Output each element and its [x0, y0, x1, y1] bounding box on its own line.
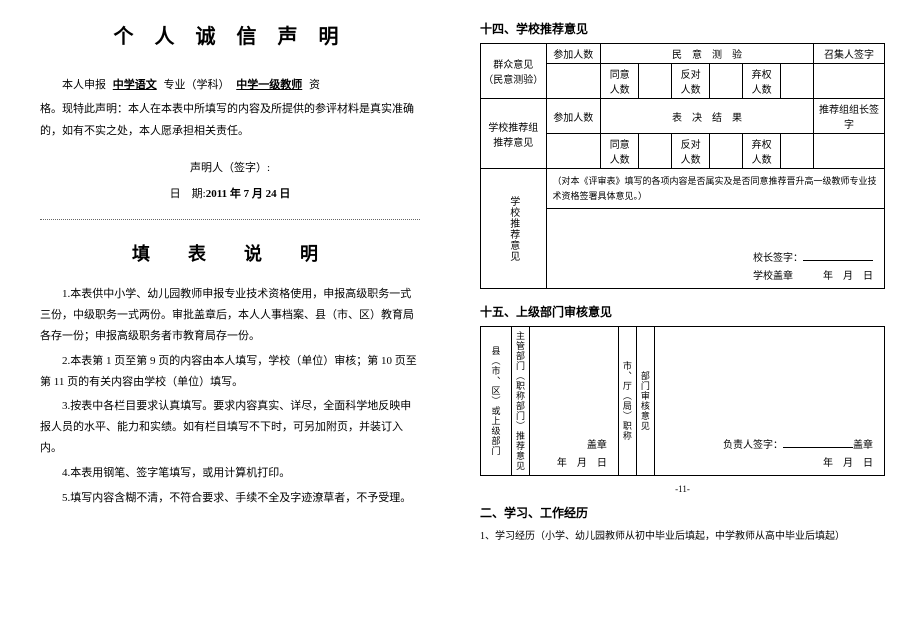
subject-field: 中学语文 — [109, 79, 161, 91]
agree-label-2: 同意 人数 — [601, 134, 639, 169]
page-number: -11- — [480, 484, 885, 494]
attend-value — [546, 64, 601, 99]
abstain-label-2: 弃权 人数 — [743, 134, 781, 169]
abstain-value-2 — [781, 134, 814, 169]
oppose-value — [710, 64, 743, 99]
section-2-note: 1、学习经历（小学、幼儿园教师从初中毕业后填起，中学教师从高中毕业后填起） — [480, 527, 885, 542]
left-sig-area: 盖章 年 月 日 — [530, 327, 619, 476]
table-15: 县︵市、区︶或上级部门 主管部门︵职称部门︶推荐意见 盖章 年 月 日 市、厅︵… — [480, 326, 885, 476]
poll-label: 民 意 测 验 — [601, 44, 814, 64]
table-14: 群众意见 （民意测验） 参加人数 民 意 测 验 召集人签字 同意 人数 反对 … — [480, 43, 885, 289]
date-label: 日 期: — [170, 188, 206, 200]
vote-label: 表 决 结 果 — [601, 99, 814, 134]
convener-label: 召集人签字 — [813, 44, 884, 64]
suffix-text: 资 — [309, 79, 320, 91]
city-label: 市、厅︵局︶职称 — [618, 327, 636, 476]
right-sig-area: 负责人签字： 盖章 年 月 日 — [654, 327, 884, 476]
attend-label: 参加人数 — [546, 44, 601, 64]
county-label: 县︵市、区︶或上级部门 — [481, 327, 512, 476]
leader-sig-value — [813, 134, 884, 169]
instruction-2: 2.本表第 1 页至第 9 页的内容由本人填写，学校（单位）审核；第 10 页至… — [40, 351, 420, 393]
school-rec-label: 学校推荐组 推荐意见 — [481, 99, 547, 169]
resp-label: 负责人签字： — [723, 440, 783, 451]
date-value: 2011 年 7 月 24 日 — [206, 188, 291, 200]
dept-rec-label: 主管部门︵职称部门︶推荐意见 — [512, 327, 530, 476]
section-14-title: 十四、学校推荐意见 — [480, 20, 885, 37]
oppose-label: 反对 人数 — [672, 64, 710, 99]
ymd-1: 年 月 日 — [823, 271, 873, 282]
mid-text: 专业（学科） — [164, 79, 230, 91]
instruction-4: 4.本表用钢笔、签字笔填写，或用计算机打印。 — [40, 463, 420, 484]
convener-sig — [813, 64, 884, 99]
ymd-2: 年 月 日 — [557, 458, 607, 469]
declaration-line1: 本人申报 中学语文 专业（学科） 中学一级教师 资 — [40, 74, 420, 96]
date-line: 日 期:2011 年 7 月 24 日 — [40, 185, 420, 201]
seal-2: 盖章 — [853, 440, 873, 451]
seal-1: 盖章 — [587, 440, 607, 451]
declaration-title: 个 人 诚 信 声 明 — [40, 20, 420, 49]
school-seal: 学校盖章 — [753, 271, 793, 282]
oppose-value-2 — [710, 134, 743, 169]
oppose-label-2: 反对 人数 — [672, 134, 710, 169]
school-note: （对本《评审表》填写的各项内容是否属实及是否同意推荐晋升高一级教师专业技术资格签… — [546, 169, 885, 209]
instruction-1: 1.本表供中小学、幼儿园教师申报专业技术资格使用，申报高级职务一式三份，中级职务… — [40, 284, 420, 347]
instruction-5: 5.填写内容含糊不清，不符合要求、手续不全及字迹潦草者，不予受理。 — [40, 488, 420, 509]
abstain-value — [781, 64, 814, 99]
agree-value-2 — [639, 134, 672, 169]
agree-value — [639, 64, 672, 99]
leader-sig-label: 推荐组组长签字 — [813, 99, 884, 134]
principal-label: 校长签字： — [753, 253, 803, 264]
mass-opinion-label: 群众意见 （民意测验） — [481, 44, 547, 99]
principal-sig-line — [803, 251, 873, 261]
instruction-3: 3.按表中各栏目要求认真填写。要求内容真实、详尽，全面科学地反映申报人员的水平、… — [40, 396, 420, 459]
instructions-title: 填 表 说 明 — [40, 240, 420, 266]
school-opinion-label: 学校推荐意见 — [481, 169, 547, 289]
rank-field: 中学一级教师 — [232, 79, 306, 91]
attend-label-2: 参加人数 — [546, 99, 601, 134]
attend-value-2 — [546, 134, 601, 169]
school-sig-area: 校长签字： 学校盖章 年 月 日 — [546, 209, 885, 289]
declaration-body: 格。现特此声明：本人在本表中所填写的内容及所提供的参评材料是真实准确的，如有不实… — [40, 98, 420, 142]
intro-prefix: 本人申报 — [62, 79, 106, 91]
dept-review-label: 部门审核意见 — [636, 327, 654, 476]
signer-label: 声明人（签字）: — [40, 157, 420, 179]
resp-sig-line — [783, 438, 853, 448]
separator — [40, 219, 420, 220]
ymd-3: 年 月 日 — [823, 458, 873, 469]
section-2-title: 二、学习、工作经历 — [480, 504, 885, 521]
agree-label: 同意 人数 — [601, 64, 639, 99]
abstain-label: 弃权 人数 — [743, 64, 781, 99]
section-15-title: 十五、上级部门审核意见 — [480, 303, 885, 320]
